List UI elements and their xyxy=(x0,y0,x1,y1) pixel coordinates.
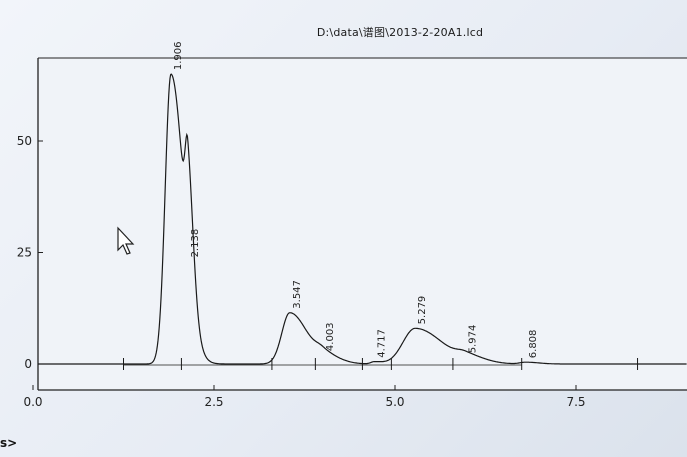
y-tick-label: 0 xyxy=(24,357,32,371)
peak-label: 4.003 xyxy=(325,322,336,351)
peak-labels: 1.906 2.138 3.547 4.003 4.717 5.279 5.974 6.808 xyxy=(173,41,539,358)
peak-label: 5.974 xyxy=(468,325,479,354)
x-tick-label: 2.5 xyxy=(204,395,223,409)
y-tick-label: 50 xyxy=(17,134,32,148)
x-tick-label: 5.0 xyxy=(385,395,404,409)
peak-label: 1.906 xyxy=(173,41,184,70)
x-unit-label: s> xyxy=(0,436,18,450)
integration-marks xyxy=(123,358,639,370)
peak-label: 6.808 xyxy=(528,330,539,359)
x-tick-label: 7.5 xyxy=(566,395,585,409)
y-tick-label: 25 xyxy=(17,246,32,260)
peak-label: 4.717 xyxy=(377,329,388,358)
mouse-cursor-icon xyxy=(117,226,135,255)
peak-label: 5.279 xyxy=(417,296,428,325)
peak-label: 3.547 xyxy=(292,280,303,309)
chart-axes: 0 25 50 0.0 2.5 5.0 7.5 xyxy=(17,57,687,409)
file-title: D:\data\谱图\2013-2-20A1.lcd xyxy=(316,26,484,39)
peak-label: 2.138 xyxy=(190,229,201,258)
plot-area xyxy=(38,58,687,390)
x-tick-label: 0.0 xyxy=(23,395,42,409)
